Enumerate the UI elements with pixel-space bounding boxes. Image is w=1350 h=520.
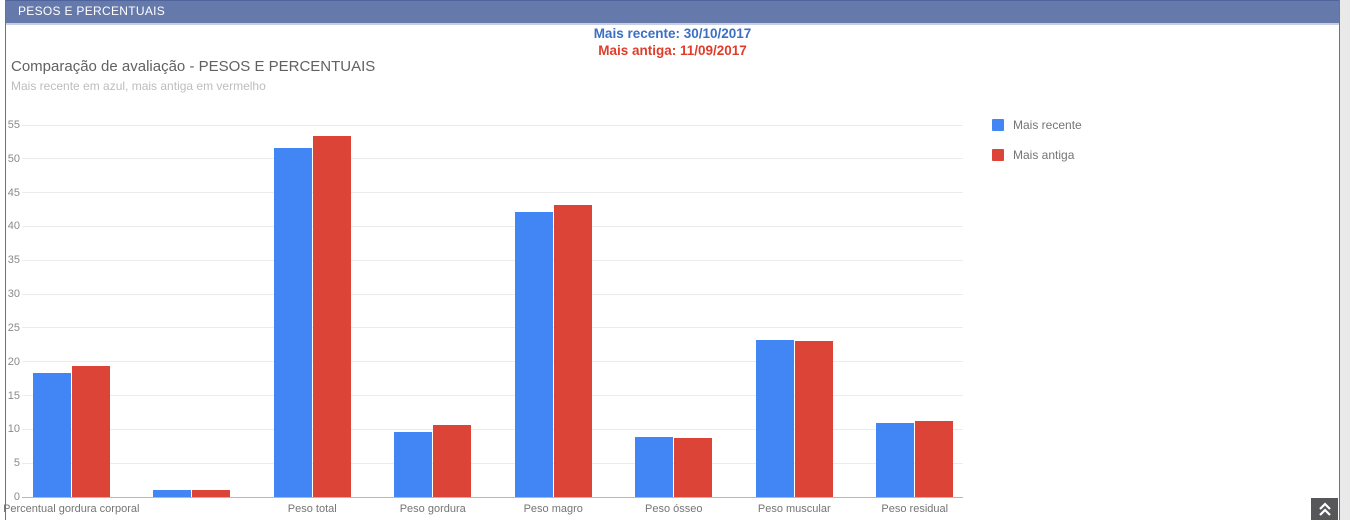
y-axis-tick-label: 15	[7, 389, 20, 402]
bar-mais-recente[interactable]	[273, 147, 312, 497]
legend-label: Mais recente	[1013, 118, 1082, 132]
x-axis-category-label: Percentual gordura corporal	[3, 503, 140, 515]
bar-mais-recente[interactable]	[635, 437, 674, 497]
panel-header: PESOS E PERCENTUAIS	[6, 0, 1339, 25]
gridline	[22, 361, 963, 363]
evaluation-panel: PESOS E PERCENTUAIS Mais recente: 30/10/…	[3, 0, 1340, 520]
bar-mais-antiga[interactable]	[71, 365, 110, 497]
y-axis-tick-label: 5	[13, 457, 20, 470]
bar-mais-antiga[interactable]	[553, 205, 592, 497]
gridline	[22, 327, 963, 329]
panel-title: PESOS E PERCENTUAIS	[18, 4, 166, 18]
y-axis-tick-label: 45	[7, 186, 20, 199]
x-axis-category-label: Peso residual	[881, 503, 949, 515]
bar-mais-antiga[interactable]	[312, 136, 351, 497]
x-axis-category-label: Peso muscular	[757, 503, 831, 515]
legend-item: Mais antiga	[992, 148, 1082, 162]
bar-mais-recente[interactable]	[514, 211, 553, 497]
y-axis-tick-label: 50	[7, 152, 20, 165]
bar-mais-antiga[interactable]	[674, 438, 713, 497]
x-axis-category-label: Peso ósseo	[645, 503, 703, 515]
bar-mais-recente[interactable]	[755, 340, 794, 497]
bar-mais-recente[interactable]	[394, 432, 433, 497]
y-axis-tick-label: 30	[7, 288, 20, 301]
y-axis-tick-label: 55	[7, 119, 20, 131]
gridline	[22, 158, 963, 160]
bar-mais-recente[interactable]	[32, 372, 71, 497]
x-axis-category-label: Peso magro	[523, 503, 583, 515]
legend-swatch	[992, 119, 1004, 131]
gridline	[22, 462, 963, 464]
bar-mais-antiga[interactable]	[192, 490, 231, 497]
bar-mais-antiga[interactable]	[915, 420, 954, 497]
page-right-gutter	[1340, 0, 1350, 520]
scroll-to-top-button[interactable]	[1311, 498, 1338, 520]
x-axis-category-label: Peso gordura	[399, 503, 466, 515]
comparison-dates: Mais recente: 30/10/2017 Mais antiga: 11…	[6, 26, 1339, 59]
legend-item: Mais recente	[992, 118, 1082, 132]
y-axis-tick-label: 35	[7, 254, 20, 267]
gridline	[22, 428, 963, 430]
chart-title: Comparação de avaliação - PESOS E PERCEN…	[11, 58, 376, 75]
most-recent-date-label: Mais recente: 30/10/2017	[593, 26, 752, 41]
gridline	[22, 192, 963, 194]
y-axis-tick-label: 20	[7, 355, 20, 368]
legend-label: Mais antiga	[1013, 148, 1075, 162]
gridline	[22, 225, 963, 227]
y-axis-tick-label: 0	[13, 491, 20, 503]
bar-mais-recente[interactable]	[876, 422, 915, 497]
legend-swatch	[992, 149, 1004, 161]
gridline	[22, 293, 963, 295]
oldest-date-label: Mais antiga: 11/09/2017	[598, 43, 747, 58]
bar-mais-antiga[interactable]	[433, 425, 472, 497]
bar-mais-recente[interactable]	[153, 489, 192, 497]
chart-subtitle: Mais recente em azul, mais antiga em ver…	[11, 79, 266, 93]
y-axis-tick-label: 25	[7, 321, 20, 334]
y-axis-tick-label: 40	[7, 220, 20, 233]
y-axis-tick-label: 10	[7, 423, 20, 436]
gridline	[22, 124, 963, 126]
bar-mais-antiga[interactable]	[794, 340, 833, 497]
x-axis-category-label: Peso total	[287, 503, 337, 515]
chart-legend: Mais recente Mais antiga	[992, 118, 1082, 178]
double-chevron-up-icon	[1317, 501, 1333, 517]
plot-area: 0 5 10 15 20 25 30 35 40 45 50 55 Percentual gordura…	[3, 0, 1339, 520]
gridline	[22, 259, 963, 261]
x-axis-baseline	[22, 496, 963, 498]
gridline	[22, 395, 963, 397]
